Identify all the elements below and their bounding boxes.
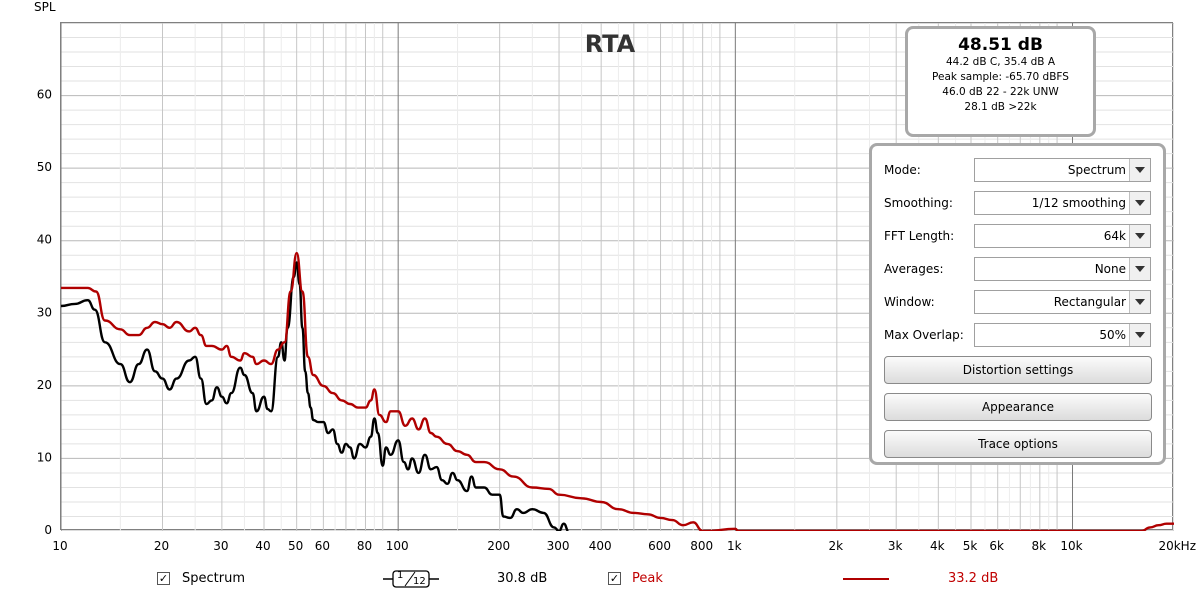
spectrum-legend-label: Spectrum xyxy=(182,571,245,586)
y-axis-ticks: 0 10 20 30 40 50 60 xyxy=(37,88,52,537)
peak-legend-value: 33.2 dB xyxy=(948,571,999,586)
x-tick-label: 50 xyxy=(288,539,303,553)
x-tick-label: 600 xyxy=(648,539,671,553)
y-tick-label: 60 xyxy=(37,88,52,102)
spectrum-checkbox[interactable]: ✓ xyxy=(157,572,170,585)
smoothing-indicator-icon: 1 12 xyxy=(383,569,439,589)
chevron-down-icon[interactable] xyxy=(1129,225,1150,247)
averages-select[interactable]: None xyxy=(974,257,1151,281)
readout-line-peak-sample: Peak sample: -65.70 dBFS xyxy=(932,71,1069,83)
window-value: Rectangular xyxy=(1053,295,1126,309)
peak-checkbox[interactable]: ✓ xyxy=(608,572,621,585)
x-tick-label: 10k xyxy=(1060,539,1082,553)
x-tick-label: 200 xyxy=(487,539,510,553)
smoothing-denominator: 12 xyxy=(413,576,426,587)
chevron-down-icon[interactable] xyxy=(1129,324,1150,346)
x-tick-label: 60 xyxy=(315,539,330,553)
peak-trace xyxy=(61,251,1174,531)
chevron-down-icon[interactable] xyxy=(1129,159,1150,181)
y-tick-label: 10 xyxy=(37,450,52,464)
averages-label: Averages: xyxy=(884,262,944,276)
smoothing-select[interactable]: 1/12 smoothing xyxy=(974,191,1151,215)
x-tick-label: 1k xyxy=(727,539,742,553)
fft-length-label: FFT Length: xyxy=(884,229,955,243)
x-tick-label: 80 xyxy=(357,539,372,553)
y-axis-label: SPL xyxy=(34,0,56,14)
chart-title: RTA xyxy=(584,30,636,58)
x-tick-label: 4k xyxy=(930,539,945,553)
smoothing-row: Smoothing: 1/12 smoothing xyxy=(884,191,1154,217)
fft-length-row: FFT Length: 64k xyxy=(884,224,1154,250)
spectrum-trace xyxy=(61,261,569,531)
appearance-button[interactable]: Appearance xyxy=(884,393,1152,421)
chevron-down-icon[interactable] xyxy=(1129,291,1150,313)
readout-line-weighted: 44.2 dB C, 35.4 dB A xyxy=(945,56,1056,68)
y-tick-label: 50 xyxy=(37,160,52,174)
smoothing-label: Smoothing: xyxy=(884,196,953,210)
fft-length-value: 64k xyxy=(1103,229,1126,243)
x-tick-label: 400 xyxy=(589,539,612,553)
window-label: Window: xyxy=(884,295,935,309)
x-tick-label: 100 xyxy=(386,539,409,553)
y-tick-label: 30 xyxy=(37,305,52,319)
x-tick-label: 10 xyxy=(52,539,67,553)
averages-value: None xyxy=(1094,262,1126,276)
x-tick-label: 20 xyxy=(154,539,169,553)
max-overlap-select[interactable]: 50% xyxy=(974,323,1151,347)
smoothing-value: 1/12 smoothing xyxy=(1031,196,1126,210)
y-tick-label: 20 xyxy=(37,378,52,392)
y-tick-label: 0 xyxy=(44,523,52,537)
readout-line-unweighted: 46.0 dB 22 - 22k UNW xyxy=(942,86,1059,98)
chevron-down-icon[interactable] xyxy=(1129,258,1150,280)
chevron-down-icon[interactable] xyxy=(1129,192,1150,214)
readout-line-above-22k: 28.1 dB >22k xyxy=(964,101,1037,113)
spl-main-value: 48.51 dB xyxy=(958,35,1043,55)
x-tick-label: 30 xyxy=(213,539,228,553)
window-select[interactable]: Rectangular xyxy=(974,290,1151,314)
distortion-settings-button[interactable]: Distortion settings xyxy=(884,356,1152,384)
peak-legend-label: Peak xyxy=(632,571,663,586)
max-overlap-label: Max Overlap: xyxy=(884,328,964,342)
trace-options-button[interactable]: Trace options xyxy=(884,430,1152,458)
x-tick-label: 5k xyxy=(963,539,978,553)
y-tick-label: 40 xyxy=(37,233,52,247)
x-tick-label: 300 xyxy=(547,539,570,553)
x-tick-label: 3k xyxy=(888,539,903,553)
x-tick-label: 40 xyxy=(255,539,270,553)
spectrum-legend-value: 30.8 dB xyxy=(497,571,548,586)
averages-row: Averages: None xyxy=(884,257,1154,283)
max-overlap-row: Max Overlap: 50% xyxy=(884,323,1154,349)
x-tick-label: 2k xyxy=(829,539,844,553)
peak-legend-swatch xyxy=(843,578,889,580)
mode-row: Mode: Spectrum xyxy=(884,158,1154,184)
mode-value: Spectrum xyxy=(1067,163,1126,177)
mode-label: Mode: xyxy=(884,163,921,177)
rta-controls-panel: Mode: Spectrum Smoothing: 1/12 smoothing… xyxy=(869,143,1166,465)
mode-select[interactable]: Spectrum xyxy=(974,158,1151,182)
x-tick-label: 20kHz xyxy=(1158,539,1196,553)
smoothing-numerator: 1 xyxy=(397,570,404,581)
x-axis-ticks: 10 20 30 40 50 60 80 100 200 300 400 600 800 1k 2k 3k 4k… xyxy=(52,539,1196,553)
window-row: Window: Rectangular xyxy=(884,290,1154,316)
spl-readout-panel[interactable]: 48.51 dB 44.2 dB C, 35.4 dB A Peak sampl… xyxy=(905,26,1096,137)
x-tick-label: 6k xyxy=(989,539,1004,553)
max-overlap-value: 50% xyxy=(1099,328,1126,342)
x-tick-label: 800 xyxy=(690,539,713,553)
x-tick-label: 8k xyxy=(1032,539,1047,553)
fft-length-select[interactable]: 64k xyxy=(974,224,1151,248)
